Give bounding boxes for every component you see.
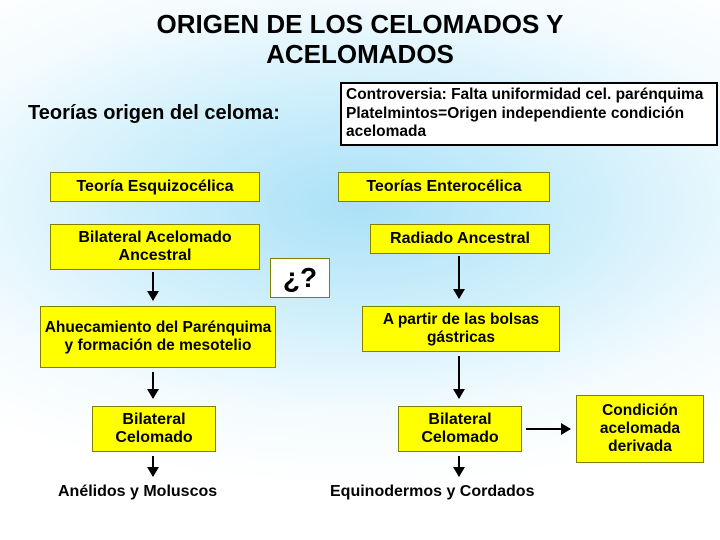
- right-result-box: Bilateral Celomado: [398, 406, 522, 452]
- arrow-down-icon: [458, 256, 460, 298]
- derived-condition-box: Condición acelomada derivada: [576, 395, 704, 463]
- controversia-box: Controversia: Falta uniformidad cel. par…: [340, 82, 718, 146]
- page-title: ORIGEN DE LOS CELOMADOS Y ACELOMADOS: [0, 10, 720, 70]
- arrow-down-icon: [152, 456, 154, 476]
- title-line2: ACELOMADOS: [266, 39, 454, 69]
- right-ancestor-box: Radiado Ancestral: [370, 224, 550, 254]
- title-line1: ORIGEN DE LOS CELOMADOS Y: [157, 9, 564, 39]
- right-process-box: A partir de las bolsas gástricas: [362, 306, 560, 352]
- arrow-right-icon: [526, 428, 570, 430]
- arrow-down-icon: [458, 356, 460, 398]
- arrow-down-icon: [152, 272, 154, 300]
- question-box: ¿?: [270, 258, 330, 298]
- left-process-box: Ahuecamiento del Parénquima y formación …: [40, 306, 276, 368]
- left-result-box: Bilateral Celomado: [92, 406, 216, 452]
- left-examples: Anélidos y Moluscos: [58, 483, 217, 501]
- right-examples: Equinodermos y Cordados: [330, 483, 534, 501]
- right-theory-box: Teorías Enterocélica: [338, 172, 550, 202]
- subtitle: Teorías origen del celoma:: [28, 102, 280, 125]
- left-ancestor-box: Bilateral Acelomado Ancestral: [50, 224, 260, 270]
- left-theory-box: Teoría Esquizocélica: [50, 172, 260, 202]
- arrow-down-icon: [152, 372, 154, 398]
- arrow-down-icon: [458, 456, 460, 476]
